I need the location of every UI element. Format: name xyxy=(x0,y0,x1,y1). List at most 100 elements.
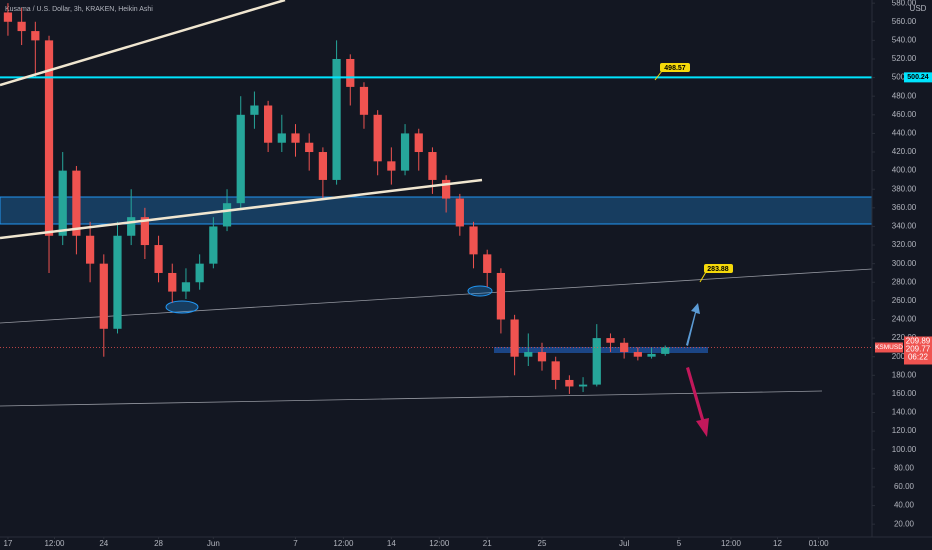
trend-line xyxy=(0,390,823,407)
x-tick-label: Jun xyxy=(207,539,220,548)
y-tick-label: 540.00 xyxy=(892,35,917,44)
candle-body xyxy=(661,347,670,354)
candle-body xyxy=(510,319,519,357)
up-arrow xyxy=(686,303,700,346)
candle-body xyxy=(140,217,149,246)
candle-body xyxy=(455,198,464,227)
y-tick-label: 440.00 xyxy=(892,129,917,138)
candle-body xyxy=(236,114,245,204)
y-tick-label: 380.00 xyxy=(892,184,917,193)
candle-body xyxy=(250,105,259,115)
price-tag-label: 209.89 xyxy=(906,337,931,346)
y-tick-label: 60.00 xyxy=(894,482,915,491)
candle-body xyxy=(58,170,67,236)
callout xyxy=(660,63,690,72)
callout xyxy=(704,264,733,273)
candle-body xyxy=(442,179,451,199)
y-tick-label: 520.00 xyxy=(892,54,917,63)
y-tick-label: 260.00 xyxy=(892,296,917,305)
x-tick-label: 28 xyxy=(154,539,163,548)
chart-title: Kusama / U.S. Dollar, 3h, KRAKEN, Heikin… xyxy=(5,6,153,13)
candle-body xyxy=(414,133,423,153)
candle-body xyxy=(195,263,204,283)
x-tick-label: 21 xyxy=(483,539,492,548)
candle-body xyxy=(209,226,218,264)
candle-body xyxy=(168,272,177,292)
x-tick-label: 7 xyxy=(293,539,298,548)
candle-body xyxy=(633,352,642,357)
y-tick-label: 340.00 xyxy=(892,222,917,231)
x-tick-label: 25 xyxy=(538,539,547,548)
y-tick-label: 140.00 xyxy=(892,408,917,417)
y-tick-label: 400.00 xyxy=(892,166,917,175)
y-tick-label: 580.00 xyxy=(892,0,917,7)
x-tick-label: 12 xyxy=(773,539,782,548)
price-tag xyxy=(904,336,932,365)
x-tick-label: 5 xyxy=(677,539,682,548)
price-axis xyxy=(872,0,932,550)
candle-body xyxy=(400,133,410,171)
candle-body xyxy=(359,86,369,115)
candle-body xyxy=(483,254,492,273)
candle-body xyxy=(264,105,273,143)
candle-body xyxy=(647,353,656,357)
candle-body xyxy=(332,58,341,180)
candle-body xyxy=(44,40,54,236)
candle-body xyxy=(305,142,314,153)
candle-body xyxy=(606,338,615,343)
y-tick-label: 420.00 xyxy=(892,147,917,156)
candle-body xyxy=(373,114,382,162)
y-tick-label: 480.00 xyxy=(892,91,917,100)
candle-body xyxy=(496,272,506,320)
symbol-tag xyxy=(875,342,903,353)
price-tag xyxy=(904,72,932,83)
y-tick-label: 180.00 xyxy=(892,370,917,379)
callout-label: 498.57 xyxy=(664,65,686,72)
y-tick-label: 300.00 xyxy=(892,259,917,268)
y-tick-label: 100.00 xyxy=(892,445,917,454)
candle-body xyxy=(3,12,13,22)
candle-body xyxy=(154,245,163,273)
candle-body xyxy=(222,203,232,227)
down-arrow xyxy=(686,367,709,437)
candle-body xyxy=(346,58,355,87)
x-tick-label: Jul xyxy=(619,539,629,548)
candle-body xyxy=(578,384,588,387)
candle-body xyxy=(99,263,108,329)
x-tick-label: 12:00 xyxy=(429,539,450,548)
y-tick-label: 560.00 xyxy=(892,17,917,26)
currency-label: USD xyxy=(910,4,927,13)
x-tick-label: 14 xyxy=(387,539,396,548)
x-tick-label: 12:00 xyxy=(333,539,354,548)
candle-body xyxy=(31,31,40,41)
y-tick-label: 20.00 xyxy=(894,519,915,528)
callout-pointer xyxy=(654,70,663,81)
trend-line xyxy=(0,0,286,87)
candle-body xyxy=(72,170,81,236)
price-tag-label: 209.77 xyxy=(906,345,931,354)
countdown-label: 06:22 xyxy=(908,353,929,362)
highlight xyxy=(467,285,493,297)
trend-line xyxy=(0,178,483,240)
candle-body xyxy=(277,133,286,143)
y-tick-label: 320.00 xyxy=(892,240,917,249)
symbol-label: KSMUSD xyxy=(875,344,903,351)
candle-body xyxy=(291,133,300,143)
y-tick-label: 240.00 xyxy=(892,315,917,324)
candle-body xyxy=(592,338,601,385)
y-tick-label: 120.00 xyxy=(892,426,917,435)
candle-body xyxy=(524,352,533,357)
candle-body xyxy=(127,217,136,236)
candle-body xyxy=(17,21,26,32)
candle-body xyxy=(551,361,560,380)
candle-body xyxy=(387,161,396,171)
candle-body xyxy=(85,235,95,264)
x-tick-label: 24 xyxy=(99,539,108,548)
candle-body xyxy=(565,379,574,387)
candle-body xyxy=(469,226,478,255)
candle-body xyxy=(428,152,437,180)
candle-body xyxy=(537,352,547,362)
callout-pointer xyxy=(699,271,707,283)
